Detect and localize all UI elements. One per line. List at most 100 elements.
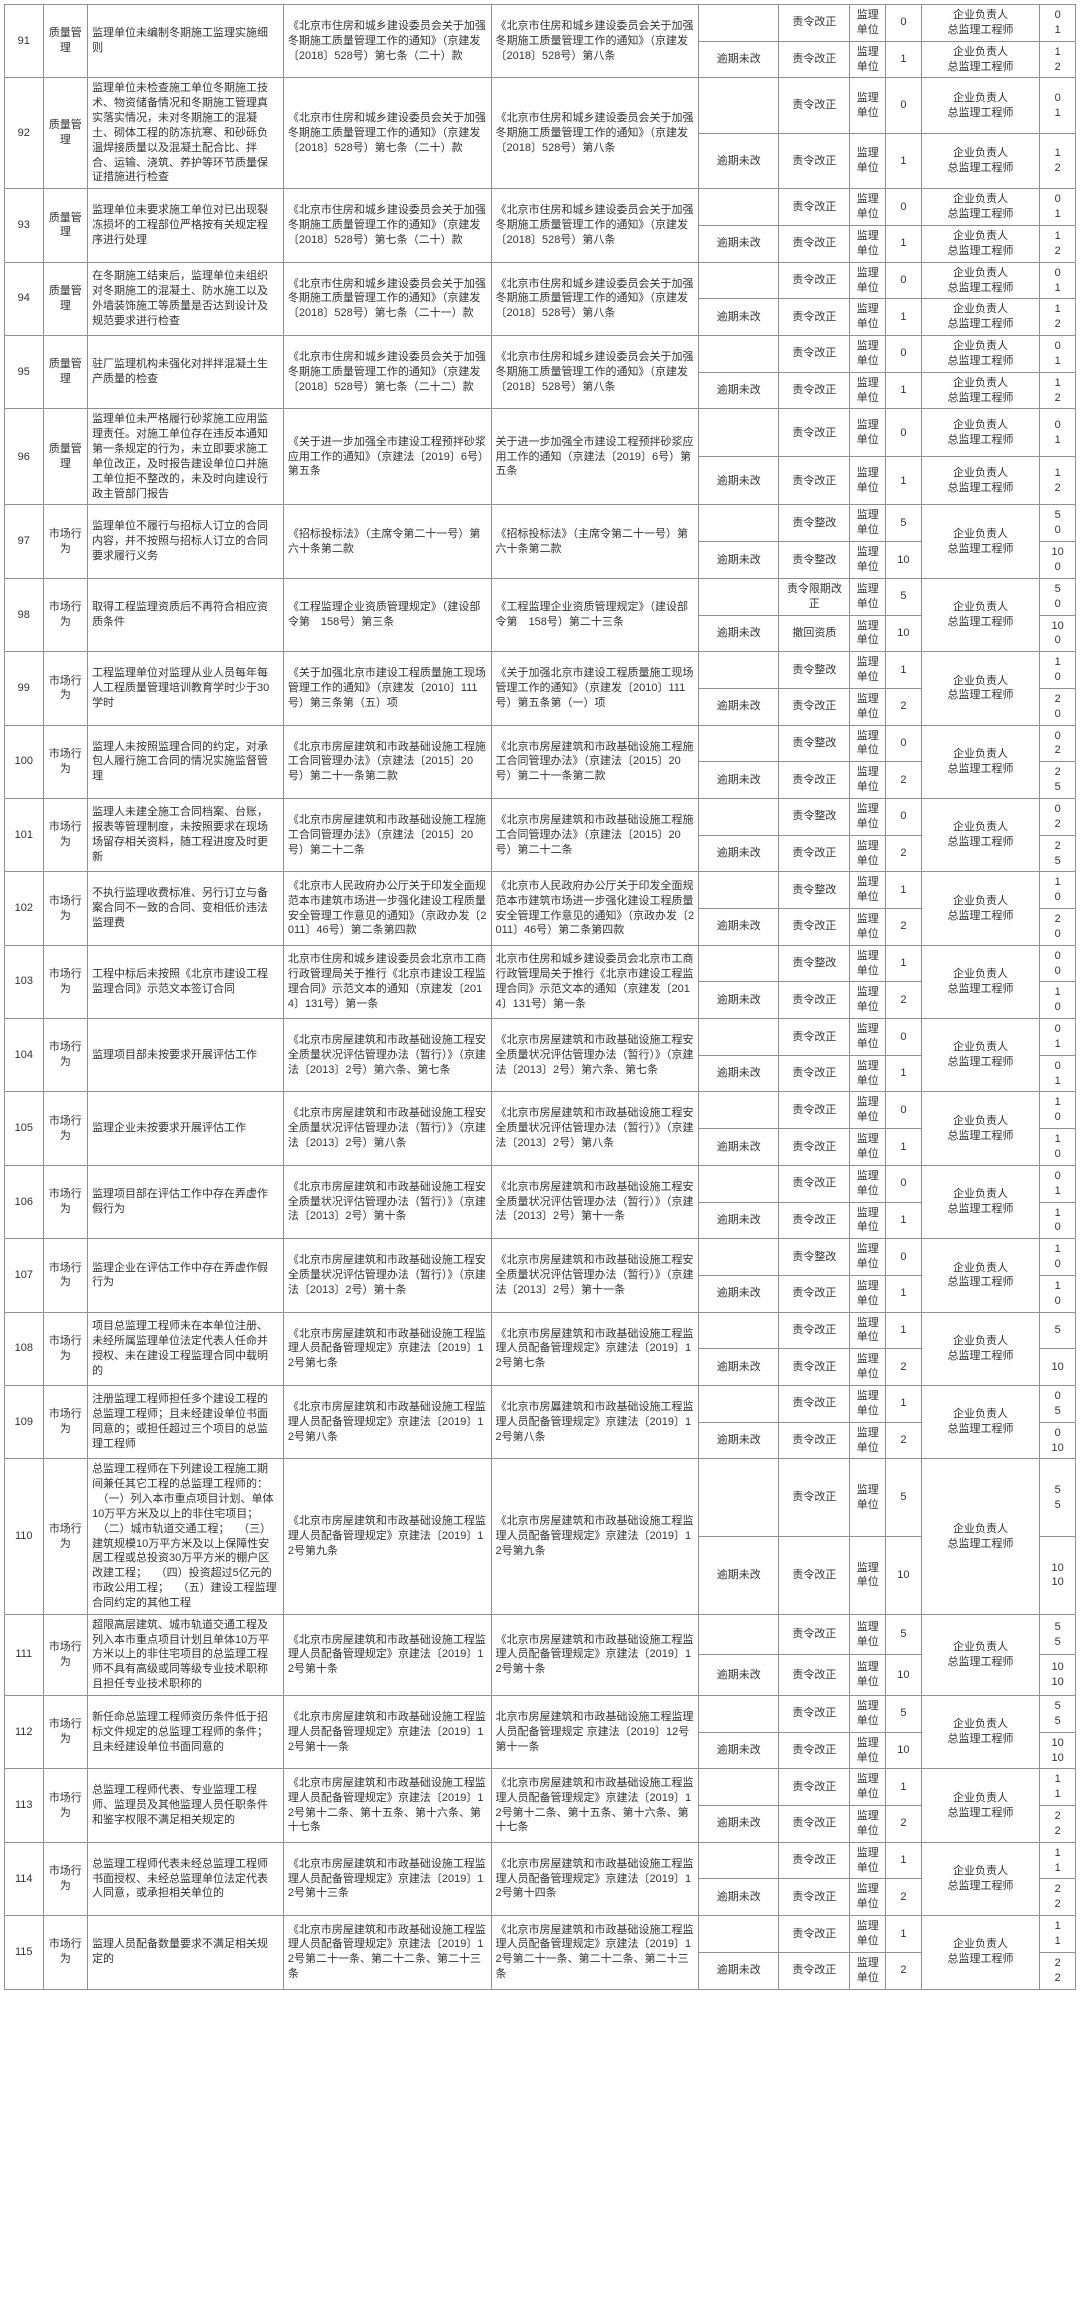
- table-row: 104市场行为监理项目部未按要求开展评估工作《北京市房屋建筑和市政基础设施工程安…: [5, 1019, 1076, 1056]
- cell-person: 企业负责人总监理工程师: [921, 725, 1040, 798]
- cell-person: 企业负责人总监理工程师: [921, 1769, 1040, 1842]
- cell-person: 企业负责人总监理工程师: [921, 1842, 1040, 1915]
- cell-status: 逾期未改: [699, 615, 779, 652]
- cell-person: 企业负责人总监理工程师: [921, 78, 1040, 133]
- cell-measure: 责令改正: [779, 1952, 850, 1989]
- cell-ref: 《关于加强北京市建设工程质量施工现场管理工作的通知》（京建发〔2010〕111号…: [491, 652, 699, 725]
- cell-category: 市场行为: [43, 1842, 88, 1915]
- table-row: 96质量管理监理单位未严格履行砂浆施工应用监理责任。对施工单位存在违反本通知第一…: [5, 409, 1076, 457]
- cell-unit: 监理单位: [850, 5, 886, 42]
- cell-status: 逾期未改: [699, 1202, 779, 1239]
- cell-basis: 《北京市房屋建筑和市政基础设施工程监理人员配备管理规定》京建法〔2019〕12号…: [283, 1916, 491, 1989]
- cell-unit: 监理单位: [850, 1537, 886, 1615]
- cell-measure: 责令整改: [779, 872, 850, 909]
- cell-status: [699, 798, 779, 835]
- cell-score1: 2: [886, 1349, 922, 1386]
- table-row: 102市场行为不执行监理收费标准、另行订立与备案合同不一致的合同、变相低价违法监…: [5, 872, 1076, 909]
- cell-index: 94: [5, 262, 44, 335]
- cell-ref: 北京市房屋建筑和市政基础设施工程监理人员配备管理规定 京建法〔2019〕12号第…: [491, 1696, 699, 1769]
- cell-score1: 1: [886, 133, 922, 188]
- cell-measure: 责令改正: [779, 982, 850, 1019]
- cell-score1: 1: [886, 225, 922, 262]
- cell-desc: 监理单位未检查施工单位冬期施工技术、物资储备情况和冬期施工管理真实落实情况，未对…: [88, 78, 284, 189]
- cell-category: 市场行为: [43, 652, 88, 725]
- cell-desc: 工程中标后未按照《北京市建设工程监理合同》示范文本签订合同: [88, 945, 284, 1018]
- cell-unit: 监理单位: [850, 1385, 886, 1422]
- cell-index: 112: [5, 1696, 44, 1769]
- cell-measure: 责令改正: [779, 1806, 850, 1843]
- cell-status: 逾期未改: [699, 457, 779, 505]
- cell-unit: 监理单位: [850, 1732, 886, 1769]
- cell-score2: 00: [1040, 945, 1076, 982]
- cell-category: 市场行为: [43, 1019, 88, 1092]
- cell-measure: 责令改正: [779, 1655, 850, 1696]
- cell-unit: 监理单位: [850, 1129, 886, 1166]
- cell-score2: 5: [1040, 1312, 1076, 1349]
- cell-person: 企业负责人总监理工程师: [921, 872, 1040, 945]
- cell-category: 市场行为: [43, 1165, 88, 1238]
- cell-status: 逾期未改: [699, 225, 779, 262]
- cell-measure: 责令改正: [779, 409, 850, 457]
- cell-person: 企业负责人总监理工程师: [921, 133, 1040, 188]
- cell-status: 逾期未改: [699, 41, 779, 78]
- cell-person: 企业负责人总监理工程师: [921, 1614, 1040, 1695]
- cell-status: [699, 872, 779, 909]
- cell-basis: 《北京市住房和城乡建设委员会关于加强冬期施工质量管理工作的通知》（京建发〔201…: [283, 5, 491, 78]
- cell-desc: 工程监理单位对监理从业人员每年每人工程质量管理培训教育学时少于30学时: [88, 652, 284, 725]
- cell-score2: 10: [1040, 1202, 1076, 1239]
- cell-status: [699, 78, 779, 133]
- cell-unit: 监理单位: [850, 372, 886, 409]
- cell-score1: 2: [886, 1952, 922, 1989]
- cell-unit: 监理单位: [850, 1312, 886, 1349]
- cell-score2: 10: [1040, 1275, 1076, 1312]
- table-row: 100市场行为监理人未按照监理合同的约定，对承包人履行施工合同的情况实施监督管理…: [5, 725, 1076, 762]
- cell-measure: 责令改正: [779, 1879, 850, 1916]
- cell-measure: 责令改正: [779, 189, 850, 226]
- cell-person: 企业负责人总监理工程师: [921, 1696, 1040, 1769]
- cell-measure: 责令改正: [779, 262, 850, 299]
- cell-index: 113: [5, 1769, 44, 1842]
- cell-basis: 《北京市房屋建筑和市政基础设施工程监理人员配备管理规定》京建法〔2019〕12号…: [283, 1385, 491, 1458]
- cell-unit: 监理单位: [850, 1019, 886, 1056]
- cell-measure: 责令改正: [779, 688, 850, 725]
- cell-score1: 2: [886, 982, 922, 1019]
- cell-score2: 10: [1040, 1349, 1076, 1386]
- cell-score1: 1: [886, 872, 922, 909]
- cell-index: 97: [5, 505, 44, 578]
- cell-status: [699, 652, 779, 689]
- cell-index: 102: [5, 872, 44, 945]
- cell-ref: 《北京市房屭建筑和市政基础设施工程监理人员配备管理规定》京建法〔2019〕12号…: [491, 1385, 699, 1458]
- table-row: 95质量管理驻厂监理机构未强化对拌拌混凝土生产质量的检查《北京市住房和城乡建设委…: [5, 336, 1076, 373]
- cell-measure: 责令整改: [779, 542, 850, 579]
- cell-category: 市场行为: [43, 1614, 88, 1695]
- cell-score2: 100: [1040, 615, 1076, 652]
- cell-status: [699, 1769, 779, 1806]
- cell-ref: 《招标投标法》（主席令第二十一号）第六十条第二款: [491, 505, 699, 578]
- cell-measure: 责令改正: [779, 78, 850, 133]
- cell-score1: 0: [886, 5, 922, 42]
- table-row: 97市场行为监理单位不履行与招标人订立的合同内容，并不按照与招标人订立的合同要求…: [5, 505, 1076, 542]
- cell-score1: 0: [886, 1239, 922, 1276]
- cell-index: 103: [5, 945, 44, 1018]
- table-row: 112市场行为新任命总监理工程师资历条件低于招标文件规定的总监理工程师的条件；且…: [5, 1696, 1076, 1733]
- cell-score1: 1: [886, 1916, 922, 1953]
- cell-unit: 监理单位: [850, 835, 886, 872]
- cell-score1: 5: [886, 1696, 922, 1733]
- cell-person: 企业负责人总监理工程师: [921, 505, 1040, 578]
- cell-status: [699, 1019, 779, 1056]
- cell-status: 逾期未改: [699, 1879, 779, 1916]
- cell-category: 市场行为: [43, 1459, 88, 1614]
- table-row: 111市场行为超限高层建筑、城市轨道交通工程及列入本市重点项目计划且单体10万平…: [5, 1614, 1076, 1655]
- cell-score1: 10: [886, 1655, 922, 1696]
- cell-measure: 责令整改: [779, 1239, 850, 1276]
- cell-score2: 01: [1040, 1165, 1076, 1202]
- cell-score1: 1: [886, 945, 922, 982]
- cell-measure: 责令改正: [779, 1165, 850, 1202]
- cell-ref: 《北京市房屋建筑和市政基础设施工程安全质量状况评估管理办法（暂行）》（京建法〔2…: [491, 1239, 699, 1312]
- cell-basis: 《北京市房屋建筑和市政基础设施工程安全质量状况评估管理办法（暂行）》（京建法〔2…: [283, 1239, 491, 1312]
- cell-score2: 12: [1040, 299, 1076, 336]
- cell-person: 企业负责人总监理工程师: [921, 798, 1040, 871]
- cell-status: 逾期未改: [699, 1349, 779, 1386]
- cell-category: 市场行为: [43, 1385, 88, 1458]
- cell-score1: 10: [886, 1732, 922, 1769]
